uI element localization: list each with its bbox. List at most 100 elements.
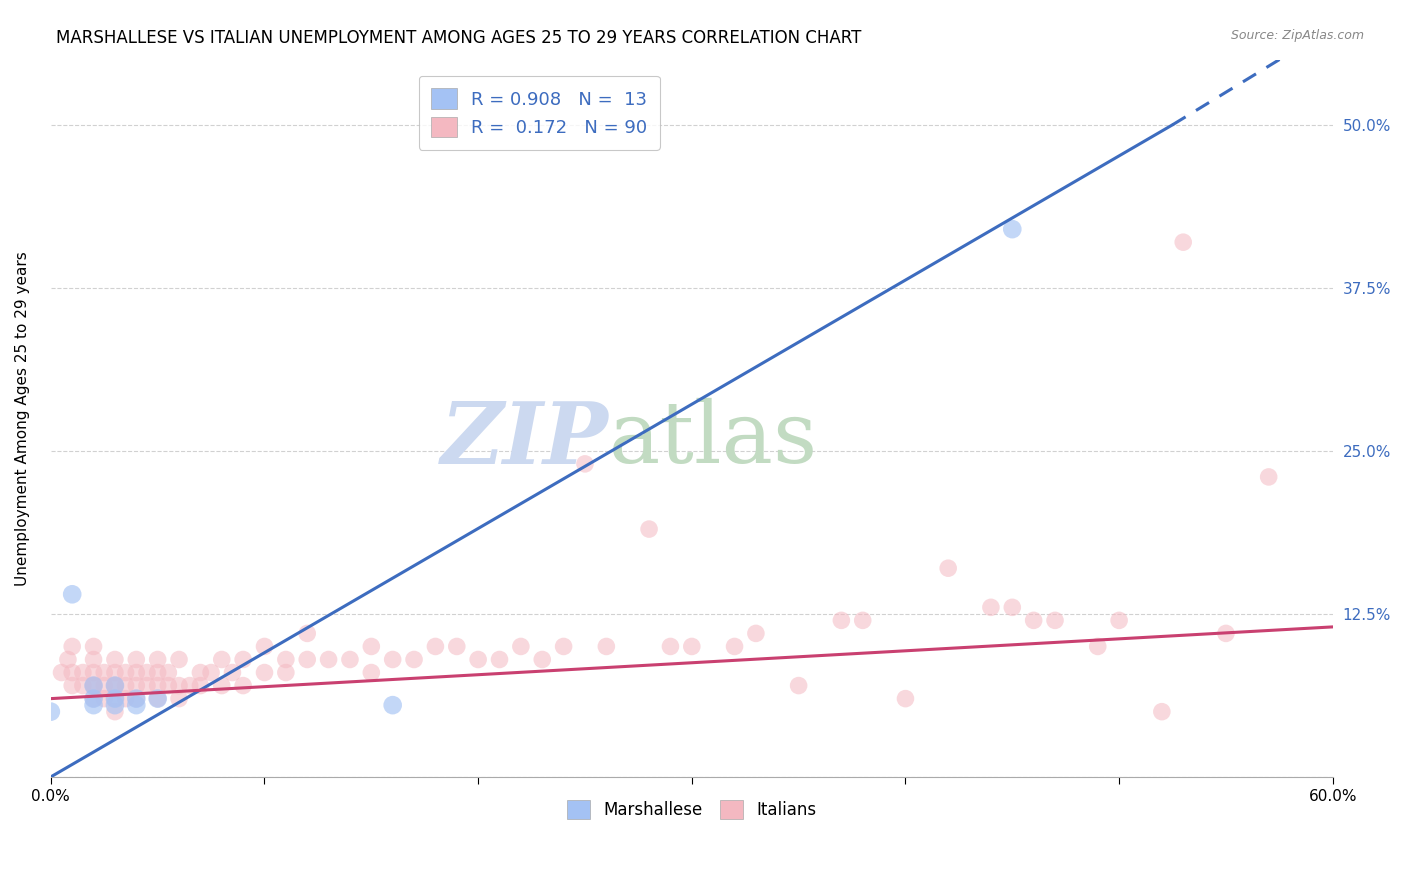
Point [253, 640, 276, 654]
Point [274, 652, 297, 666]
Point [1087, 640, 1109, 654]
Legend: Marshallese, Italians: Marshallese, Italians [561, 793, 823, 826]
Point [830, 613, 852, 627]
Point [402, 652, 425, 666]
Point [125, 665, 148, 680]
Point [157, 665, 180, 680]
Text: atlas: atlas [609, 398, 818, 482]
Point [190, 679, 212, 693]
Point [638, 522, 661, 536]
Point [104, 705, 127, 719]
Point [1150, 705, 1173, 719]
Point [1215, 626, 1237, 640]
Point [488, 652, 510, 666]
Point [39, 705, 62, 719]
Point [360, 665, 382, 680]
Point [425, 640, 447, 654]
Point [93, 679, 115, 693]
Point [211, 679, 233, 693]
Point [60, 665, 83, 680]
Point [446, 640, 468, 654]
Point [1043, 613, 1066, 627]
Point [232, 679, 254, 693]
Point [83, 679, 105, 693]
Point [467, 652, 489, 666]
Point [179, 679, 201, 693]
Point [595, 640, 617, 654]
Point [1001, 222, 1024, 236]
Point [1108, 613, 1130, 627]
Point [104, 679, 127, 693]
Point [83, 679, 105, 693]
Point [125, 652, 148, 666]
Point [104, 665, 127, 680]
Point [125, 691, 148, 706]
Point [200, 665, 222, 680]
Point [659, 640, 682, 654]
Point [553, 640, 575, 654]
Point [211, 652, 233, 666]
Point [104, 698, 127, 713]
Point [83, 665, 105, 680]
Point [167, 691, 190, 706]
Point [125, 679, 148, 693]
Point [381, 698, 404, 713]
Point [72, 665, 94, 680]
Point [114, 679, 136, 693]
Point [83, 652, 105, 666]
Point [574, 457, 596, 471]
Point [125, 698, 148, 713]
Point [93, 691, 115, 706]
Point [146, 665, 169, 680]
Point [723, 640, 745, 654]
Point [894, 691, 917, 706]
Point [146, 679, 169, 693]
Point [93, 665, 115, 680]
Point [167, 679, 190, 693]
Text: ZIP: ZIP [440, 398, 609, 482]
Point [1022, 613, 1045, 627]
Point [936, 561, 959, 575]
Point [531, 652, 554, 666]
Point [221, 665, 243, 680]
Point [146, 691, 169, 706]
Point [360, 640, 382, 654]
Point [104, 679, 127, 693]
Point [60, 679, 83, 693]
Point [146, 652, 169, 666]
Point [60, 640, 83, 654]
Point [104, 679, 127, 693]
Point [60, 587, 83, 601]
Point [83, 679, 105, 693]
Point [125, 691, 148, 706]
Point [318, 652, 340, 666]
Point [681, 640, 703, 654]
Point [509, 640, 531, 654]
Point [787, 679, 810, 693]
Point [83, 698, 105, 713]
Point [83, 691, 105, 706]
Point [72, 679, 94, 693]
Point [297, 626, 319, 640]
Point [83, 691, 105, 706]
Y-axis label: Unemployment Among Ages 25 to 29 years: Unemployment Among Ages 25 to 29 years [15, 251, 30, 586]
Point [51, 665, 73, 680]
Point [274, 665, 297, 680]
Point [167, 652, 190, 666]
Point [114, 665, 136, 680]
Point [297, 652, 319, 666]
Point [852, 613, 875, 627]
Point [136, 679, 159, 693]
Point [157, 679, 180, 693]
Point [136, 665, 159, 680]
Text: Source: ZipAtlas.com: Source: ZipAtlas.com [1230, 29, 1364, 42]
Point [83, 640, 105, 654]
Point [104, 691, 127, 706]
Point [190, 665, 212, 680]
Point [339, 652, 361, 666]
Point [1173, 235, 1195, 249]
Point [1001, 600, 1024, 615]
Point [1257, 470, 1279, 484]
Point [745, 626, 768, 640]
Point [146, 691, 169, 706]
